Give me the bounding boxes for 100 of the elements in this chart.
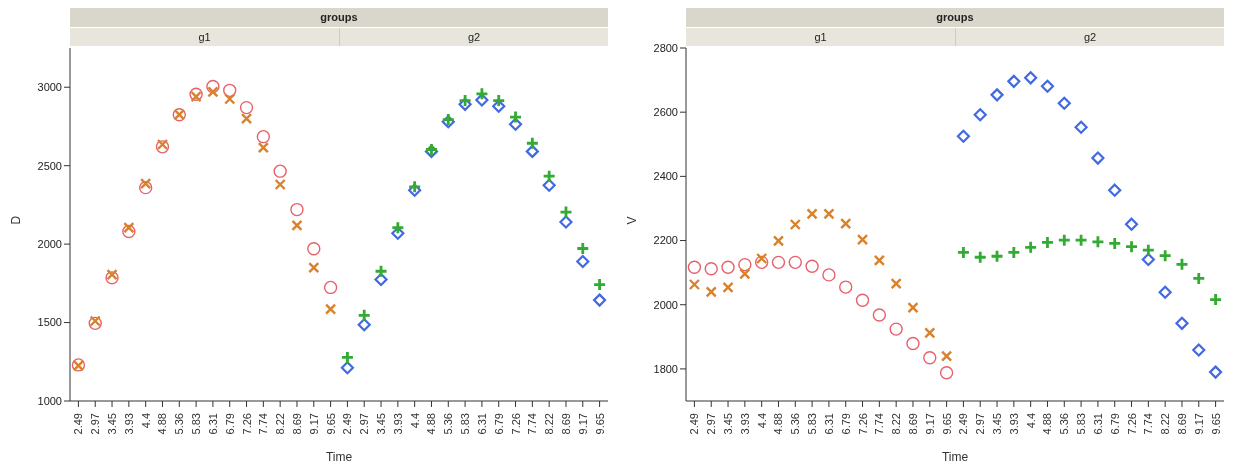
x-tick-label: 9.17 xyxy=(923,413,936,435)
point xyxy=(88,316,102,331)
x-tick-label: 8.69 xyxy=(906,413,919,435)
x-tick-label: 3.93 xyxy=(391,413,404,435)
point xyxy=(907,301,919,314)
x-tick-label: 8.22 xyxy=(1159,413,1172,435)
x-tick-label: 7.74 xyxy=(1142,413,1155,435)
x-tick-label: 4.4 xyxy=(139,413,152,429)
point xyxy=(525,136,540,151)
point xyxy=(722,281,734,294)
point xyxy=(956,129,971,143)
point xyxy=(1006,245,1021,260)
y-axis-title: V xyxy=(625,216,640,225)
y-axis-title: D xyxy=(9,215,24,225)
x-tick-label: 5.36 xyxy=(173,413,186,435)
x-tick-label: 5.83 xyxy=(806,413,819,435)
x-tick-label: 8.22 xyxy=(543,413,556,435)
point xyxy=(1023,240,1038,255)
point xyxy=(822,268,836,282)
x-tick-label: 7.26 xyxy=(240,413,253,435)
chart-title: groups xyxy=(686,8,1224,27)
point xyxy=(374,272,388,287)
point xyxy=(475,93,489,107)
point xyxy=(1057,233,1072,248)
x-tick-label: 3.93 xyxy=(122,413,135,435)
point xyxy=(307,242,321,256)
point xyxy=(806,208,818,220)
point xyxy=(1108,183,1122,197)
x-tick-label: 2.49 xyxy=(72,413,85,435)
y-tick-label: 2400 xyxy=(653,170,678,183)
x-tick-label: 4.88 xyxy=(156,413,169,435)
point xyxy=(1007,74,1021,88)
point xyxy=(704,262,718,276)
point xyxy=(508,117,523,131)
point xyxy=(257,141,270,154)
text: g1 xyxy=(686,28,955,46)
y-tick-label: 2500 xyxy=(37,159,62,172)
x-tick-label: 7.26 xyxy=(856,413,869,435)
point xyxy=(1175,316,1189,330)
x-tick-label: 7.74 xyxy=(526,413,539,435)
x-tick-label: 2.49 xyxy=(957,413,970,435)
point xyxy=(1091,151,1105,165)
point xyxy=(1024,71,1038,85)
point xyxy=(390,220,405,235)
point xyxy=(491,93,506,108)
x-tick-label: 5.36 xyxy=(442,413,455,435)
point xyxy=(755,252,768,265)
point xyxy=(357,308,372,323)
x-tick-label: 5.83 xyxy=(1075,413,1088,435)
x-tick-label: 3.45 xyxy=(375,413,388,435)
point xyxy=(239,100,254,115)
x-tick-label: 8.22 xyxy=(890,413,903,435)
x-tick-label: 9.17 xyxy=(576,413,589,435)
x-tick-label: 8.69 xyxy=(1175,413,1188,435)
point xyxy=(1040,79,1055,93)
point xyxy=(906,336,920,351)
point xyxy=(1124,217,1139,231)
point xyxy=(308,261,320,274)
point xyxy=(973,108,987,122)
point xyxy=(1141,243,1156,258)
point xyxy=(340,361,355,375)
x-tick-label: 5.36 xyxy=(1058,413,1071,435)
x-tick-label: 2.97 xyxy=(705,413,718,435)
point xyxy=(1091,234,1105,249)
point xyxy=(705,286,717,298)
point xyxy=(207,86,219,98)
point xyxy=(559,215,573,229)
point xyxy=(805,259,819,273)
point xyxy=(789,218,801,231)
x-tick-label: 6.31 xyxy=(822,413,835,435)
point xyxy=(475,86,489,101)
point xyxy=(592,277,607,292)
x-tick-label: 6.31 xyxy=(1091,413,1104,435)
point xyxy=(840,217,852,230)
x-tick-label: 9.17 xyxy=(1192,413,1205,435)
x-tick-label: 5.83 xyxy=(459,413,472,435)
text: g2 xyxy=(955,28,1224,46)
point xyxy=(739,268,751,280)
x-tick-label: 6.31 xyxy=(206,413,219,435)
point xyxy=(990,249,1004,264)
point xyxy=(559,205,573,220)
point xyxy=(1191,271,1206,286)
point xyxy=(687,260,702,274)
x-tick-label: 2.49 xyxy=(688,413,701,435)
point xyxy=(323,280,338,295)
point xyxy=(525,144,539,158)
point xyxy=(939,366,954,380)
point xyxy=(575,241,590,256)
point xyxy=(374,264,388,279)
x-tick-label: 2.97 xyxy=(974,413,987,435)
point xyxy=(1158,285,1172,299)
y-tick-label: 2200 xyxy=(653,234,678,247)
chart-title: groups xyxy=(70,8,608,27)
x-tick-label: 4.4 xyxy=(408,413,421,429)
x-tick-label: 7.74 xyxy=(873,413,886,435)
text: g2 xyxy=(339,28,608,46)
x-tick-label: 3.45 xyxy=(991,413,1004,435)
x-tick-label: 9.65 xyxy=(1209,413,1222,435)
point xyxy=(940,350,953,362)
point xyxy=(889,322,903,336)
